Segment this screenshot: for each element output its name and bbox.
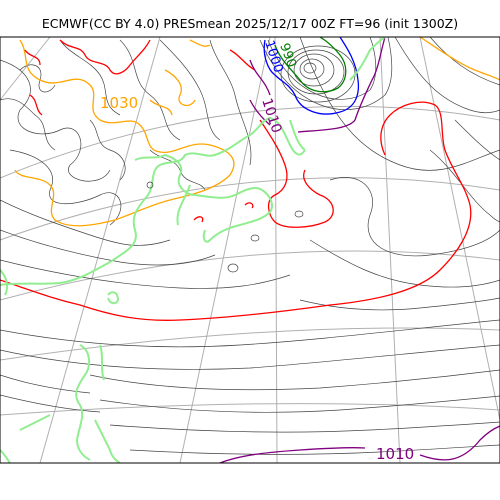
isobars-thin	[0, 39, 291, 289]
isobar-blue	[263, 37, 360, 115]
isobar-green	[274, 37, 347, 93]
coastlines	[0, 37, 386, 463]
small-isobar-cells	[146, 181, 304, 273]
isobar-1030-orange	[14, 37, 500, 227]
label-1010-north: 1010	[258, 96, 284, 135]
isobar-purple	[219, 37, 500, 463]
isobars-pacific	[0, 37, 500, 455]
label-1010-south: 1010	[376, 445, 414, 463]
isobar-red	[0, 39, 472, 321]
map-frame	[0, 36, 500, 464]
graticule-lines	[0, 37, 500, 463]
label-1030: 1030	[100, 94, 138, 112]
map-title: ECMWF(CC BY 4.0) PRESmean 2025/12/17 00Z…	[41, 16, 459, 31]
